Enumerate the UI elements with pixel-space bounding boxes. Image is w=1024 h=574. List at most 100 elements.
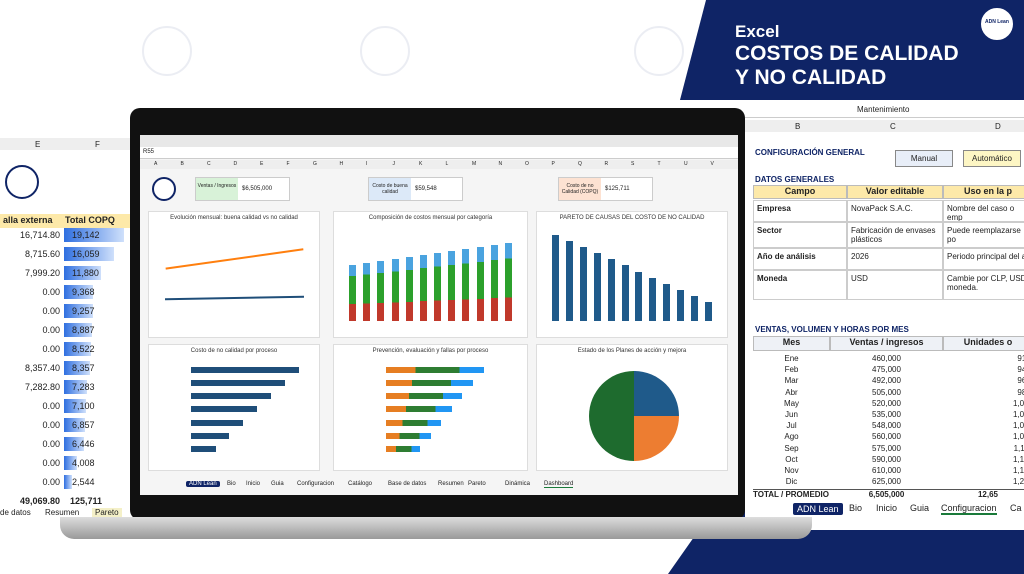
column-letter: K: [419, 161, 423, 167]
column-letter: D: [995, 122, 1001, 131]
cell: 1,040: [1012, 410, 1024, 419]
sheet-tab[interactable]: Base de datos: [388, 481, 427, 487]
cell: 535,000: [872, 410, 901, 419]
logo: [5, 165, 39, 199]
kpi-value: $125,711: [605, 186, 630, 192]
sheet-tab[interactable]: Bio: [227, 481, 236, 487]
cell: 9,257: [72, 306, 95, 316]
cell: 575,000: [872, 443, 901, 453]
formula-bar: [745, 102, 1024, 118]
sheet-tab[interactable]: Dinámica: [505, 481, 531, 487]
column-letter: D: [233, 161, 238, 167]
chart-plot: [342, 228, 519, 329]
cell: 610,000: [872, 466, 901, 475]
total-cell: TOTAL / PROMEDIO: [753, 489, 830, 499]
column-letter: P: [551, 161, 555, 167]
chart-title: Costo de no calidad por proceso: [190, 348, 278, 354]
cell: 8,357: [72, 363, 95, 373]
laptop-base: [60, 517, 812, 539]
total-cell: 49,069.80: [19, 496, 60, 506]
sheet-tab[interactable]: Pareto: [92, 508, 122, 517]
sheet-tab[interactable]: Configuracion: [941, 503, 997, 515]
data-bar: [64, 304, 94, 318]
bar: [386, 406, 452, 413]
bar: [551, 235, 559, 321]
bar: [579, 247, 587, 321]
sheet-tab[interactable]: Bio: [849, 503, 863, 513]
bar: [386, 367, 484, 374]
column-header: [745, 120, 1024, 132]
data-bar: [64, 361, 91, 375]
cell: 8,887: [72, 325, 95, 335]
cell: Nov: [784, 466, 799, 475]
sheet-tab[interactable]: Dashboard: [544, 481, 574, 488]
chart-card: Evolución mensual: buena calidad vs no c…: [148, 211, 320, 338]
column-letter: V: [710, 161, 714, 167]
bar: [504, 243, 512, 321]
cell: Abr: [785, 387, 798, 397]
column-letter: F: [286, 161, 290, 167]
title-line: Y NO CALIDAD: [735, 66, 887, 89]
bar: [419, 255, 427, 321]
formula-bar: [140, 147, 738, 159]
cell: Ago: [784, 432, 799, 442]
sheet-tab[interactable]: Ca: [1010, 503, 1022, 513]
cell: 7,283: [72, 382, 95, 392]
sheet-tab[interactable]: Guia: [910, 503, 930, 513]
cell: Ene: [784, 354, 799, 363]
cell: 0.00: [42, 325, 60, 335]
sheet-tab[interactable]: ADN Lean: [186, 481, 220, 487]
mode-button[interactable]: Manual: [895, 150, 953, 167]
column-letter: M: [472, 161, 477, 167]
cell: Fabricación de envases plásticos: [847, 222, 943, 248]
bar: [677, 289, 685, 321]
bar: [190, 432, 230, 439]
sheet-tab[interactable]: Guia: [271, 481, 284, 487]
column-letter: U: [684, 161, 688, 167]
cell: 590,000: [872, 454, 901, 464]
kpi-label: Costo de no Calidad (COPQ): [559, 178, 601, 200]
cell: 6,857: [72, 420, 95, 430]
sheet-tab[interactable]: Catálogo: [348, 481, 373, 487]
bar: [363, 263, 371, 321]
sheet-tab[interactable]: ADN Lean: [793, 503, 843, 515]
bar: [386, 393, 463, 400]
sheet-tab[interactable]: Resumen: [438, 481, 464, 487]
data-bar: [64, 456, 77, 470]
mode-button[interactable]: Automático: [963, 150, 1021, 167]
column-letter: G: [313, 161, 317, 167]
bar: [391, 259, 399, 321]
column-letter: F: [95, 140, 100, 149]
column-letter: C: [890, 122, 896, 131]
sheet-tab[interactable]: Pareto: [468, 481, 486, 487]
cell: 560,000: [872, 432, 901, 442]
cell: 16,059: [72, 249, 100, 259]
cell: Mar: [784, 376, 799, 386]
cell: 475,000: [872, 365, 901, 375]
cell: 0.00: [42, 420, 60, 430]
sheet-tab[interactable]: Resumen: [45, 508, 80, 517]
data-bar: [64, 399, 87, 413]
cell: 1,110: [1013, 443, 1024, 453]
sheet-tab[interactable]: Inicio: [876, 503, 898, 513]
kpi-card: Ventas / Ingresos $6,505,000: [195, 177, 290, 201]
chart-plot: [545, 228, 719, 329]
sheet-tab[interactable]: de datos: [0, 508, 31, 517]
cell: NovaPack S.A.C.: [847, 200, 943, 222]
sheet-tab[interactable]: Configuracion: [297, 481, 335, 487]
kpi-value: $59,548: [415, 186, 437, 192]
column-letter: L: [445, 161, 449, 167]
cell: 7,282.80: [24, 382, 60, 392]
data-bar: [64, 266, 102, 280]
column-letter: T: [657, 161, 661, 167]
cell: 980,: [1017, 387, 1024, 397]
header-cell: alla externa: [0, 214, 62, 228]
section-title: DATOS GENERALES: [755, 175, 835, 184]
title-line: COSTOS DE CALIDAD: [735, 42, 959, 65]
sheet-tab[interactable]: Inicio: [246, 481, 261, 487]
cell: 1,150: [1012, 466, 1024, 475]
data-bar: [64, 475, 72, 489]
cell: 8,522: [72, 344, 95, 354]
